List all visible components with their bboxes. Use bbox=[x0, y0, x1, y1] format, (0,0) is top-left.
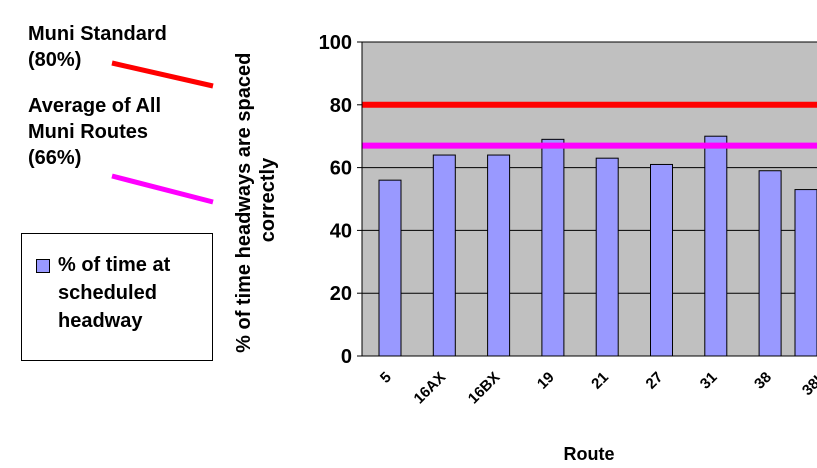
legend-swatch bbox=[36, 259, 50, 273]
y-axis-label-line-2: correctly bbox=[257, 157, 279, 242]
bar-38 bbox=[759, 171, 781, 356]
y-axis-label: % of time headways are spaced correctly bbox=[233, 47, 279, 353]
y-tick-labels: 0 20 40 60 80 100 bbox=[319, 32, 362, 368]
x-tick-label: 5 bbox=[377, 369, 395, 387]
bar-16ax bbox=[433, 155, 455, 356]
x-tick-label: 16AX bbox=[411, 369, 450, 408]
x-axis-label: Route bbox=[564, 444, 615, 464]
bar-27 bbox=[651, 164, 673, 356]
legend-label: % of time at scheduled headway bbox=[58, 251, 208, 335]
bar-21 bbox=[596, 158, 618, 356]
average-leader-line bbox=[112, 176, 213, 202]
bar-16bx bbox=[488, 155, 510, 356]
x-tick-label: 21 bbox=[588, 369, 612, 393]
legend: % of time at scheduled headway bbox=[21, 233, 213, 361]
standard-leader-line bbox=[112, 63, 213, 86]
bar-5 bbox=[379, 180, 401, 356]
y-tick-label: 40 bbox=[330, 220, 352, 242]
x-tick-label: 19 bbox=[534, 369, 558, 393]
bar-38l bbox=[795, 190, 817, 356]
y-tick-label: 100 bbox=[319, 32, 352, 54]
y-tick-label: 80 bbox=[330, 95, 352, 117]
x-tick-label: 38L bbox=[799, 369, 817, 399]
bar-19 bbox=[542, 139, 564, 356]
x-tick-label: 38 bbox=[751, 369, 775, 393]
y-tick-label: 0 bbox=[341, 346, 352, 368]
x-tick-labels: 5 16AX 16BX 19 21 27 31 38 38L bbox=[377, 369, 817, 408]
x-tick-label: 31 bbox=[697, 369, 721, 393]
y-tick-label: 20 bbox=[330, 283, 352, 305]
y-tick-label: 60 bbox=[330, 158, 352, 180]
x-tick-label: 27 bbox=[643, 369, 667, 393]
plot-area bbox=[362, 42, 817, 356]
x-tick-label: 16BX bbox=[465, 369, 504, 408]
y-axis-label-line-1: % of time headways are spaced bbox=[233, 53, 255, 353]
bar-31 bbox=[705, 136, 727, 356]
